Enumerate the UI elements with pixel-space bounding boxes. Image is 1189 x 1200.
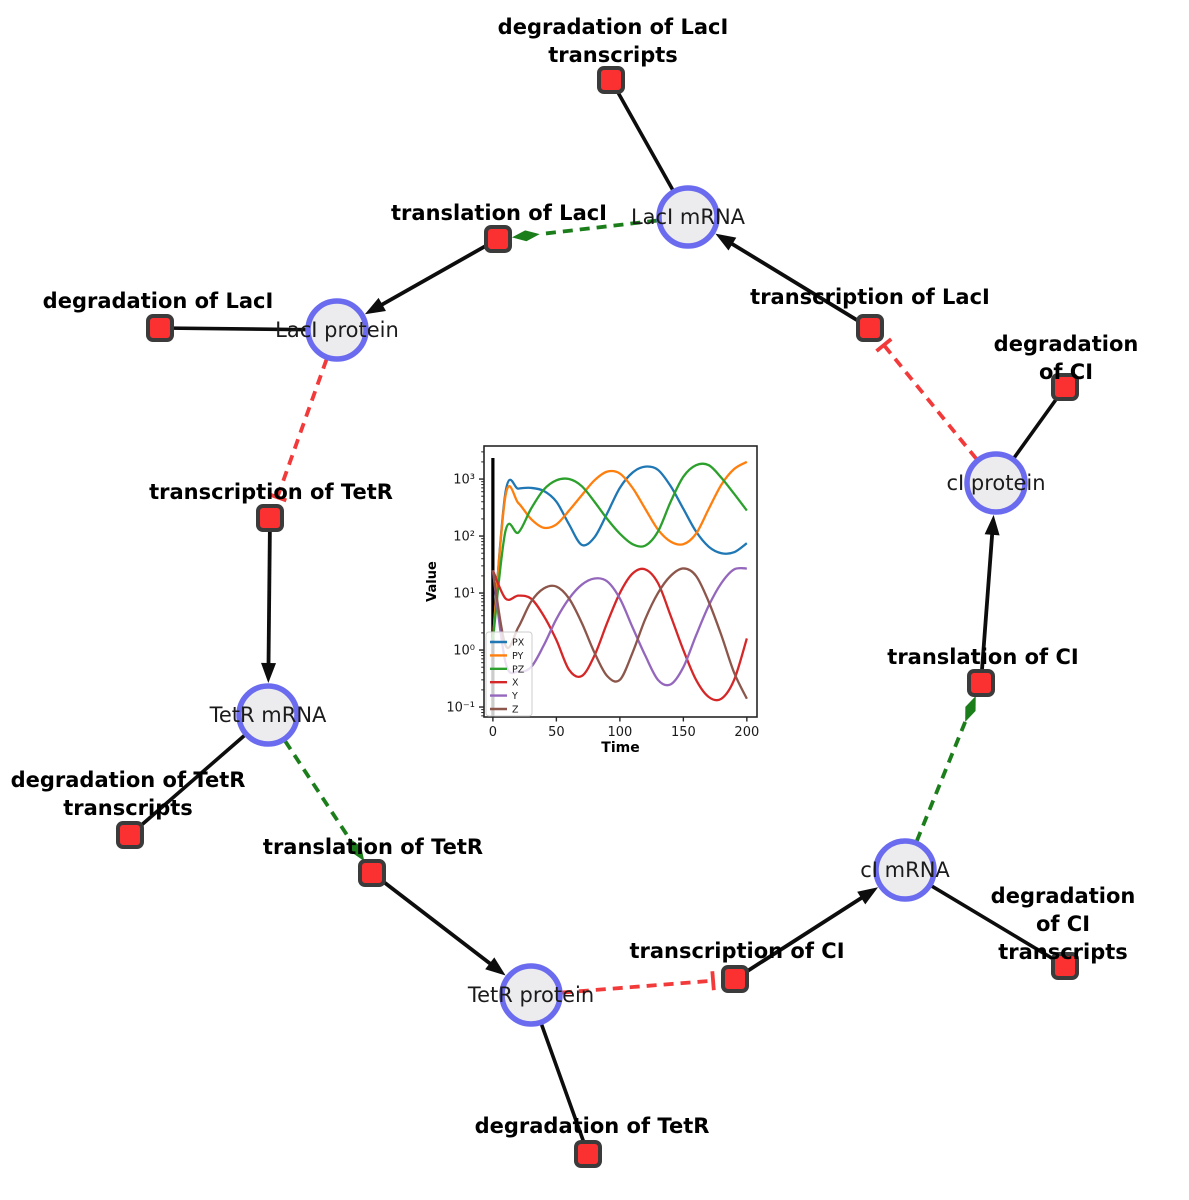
edge-laci-mrna-translation-laci-diamond-icon (511, 230, 540, 242)
process-node-translation-laci (484, 225, 512, 253)
process-label-deg-tetr: degradation of TetR (474, 1114, 710, 1138)
species-label-ci-mrna: cI mRNA (860, 858, 950, 882)
legend-label-Y: Y (511, 691, 518, 702)
species-node-ci-mrna (873, 838, 937, 902)
chart-series-PZ (491, 462, 748, 641)
edge-transcription-tetr-tetr-mrna (266, 530, 272, 669)
legend-label-X: X (512, 678, 519, 689)
x-tick-label: 0 (489, 725, 497, 740)
legend-label-PY: PY (512, 651, 524, 662)
x-axis-label: Time (601, 740, 639, 756)
edge-ci-mrna-translation-ci-diamond-icon (965, 695, 976, 722)
process-label-translation-laci: translation of LacI (391, 201, 607, 225)
edge-laci-mrna-translation-laci (539, 218, 658, 237)
species-node-laci-mrna (656, 185, 720, 249)
edge-laci-protein-transcription-tetr-tee-icon (267, 492, 287, 503)
edge-transcription-ci-ci-mrna-arrowhead-icon (857, 887, 879, 905)
species-label-laci-mrna: LacI mRNA (630, 205, 746, 229)
legend-label-Z: Z (512, 705, 519, 716)
chart-legend: PX PY PZ XYZ (485, 631, 533, 717)
edge-transcription-laci-laci-mrna (727, 239, 860, 323)
process-node-deg-tetr-transcripts (116, 821, 144, 849)
process-label-deg-ci: degradation of CI (993, 332, 1139, 384)
process-node-translation-tetr (358, 859, 386, 887)
edge-translation-laci-laci-protein (376, 243, 488, 309)
edge-ci-mrna-translation-ci (914, 721, 967, 842)
chart-series-PY (491, 460, 748, 641)
process-label-deg-ci-transcripts: degradation of CI transcripts (990, 884, 1136, 964)
process-label-translation-ci: translation of CI (887, 645, 1079, 669)
process-label-transcription-laci: transcription of LacI (750, 285, 990, 309)
process-node-deg-laci-transcripts (597, 66, 625, 94)
y-tick-label: 10³ (453, 473, 475, 488)
y-tick-label: 10² (453, 530, 475, 545)
y-tick-label: 10⁻¹ (446, 701, 475, 716)
edge-translation-ci-ci-protein-arrowhead-icon (984, 514, 1000, 536)
process-node-deg-laci (146, 314, 174, 342)
edge-transcription-laci-laci-mrna-arrowhead-icon (715, 233, 737, 251)
process-label-transcription-ci: transcription of CI (629, 939, 845, 963)
legend-label-PZ: PZ (512, 664, 525, 675)
edge-tetr-protein-transcription-ci-tee-icon (710, 971, 716, 991)
species-node-tetr-mrna (236, 683, 300, 747)
x-tick-label: 150 (671, 725, 696, 740)
edge-tetr-mrna-translation-tetr (283, 739, 351, 839)
species-node-ci-protein (964, 451, 1028, 515)
x-tick-label: 50 (548, 725, 565, 740)
process-node-transcription-ci (721, 965, 749, 993)
edge-translation-tetr-tetr-protein-arrowhead-icon (485, 957, 506, 976)
simulation-inset-chart: 0 50 100 150 20010⁻¹10⁰10¹10²10³TimeValuePXP… (425, 445, 759, 756)
process-label-transcription-tetr: transcription of TetR (149, 480, 393, 504)
process-node-deg-ci (1051, 373, 1079, 401)
species-label-tetr-mrna: TetR mRNA (209, 703, 327, 727)
edge-translation-tetr-tetr-protein (381, 879, 495, 968)
species-label-laci-protein: LacI protein (275, 318, 399, 342)
process-label-deg-laci-transcripts: degradation of LacI transcripts (497, 15, 729, 67)
edge-tetr-mrna-translation-tetr-diamond-icon (348, 837, 365, 862)
edge-tetr-protein-transcription-ci (561, 978, 714, 995)
edge-translation-laci-laci-protein-arrowhead-icon (364, 297, 386, 315)
y-axis-label: Value (425, 561, 440, 602)
edge-laci-protein-transcription-tetr (275, 358, 329, 498)
edge-ci-protein-transcription-laci-tee-icon (875, 337, 893, 353)
chart-series-PX (491, 465, 748, 641)
x-tick-label: 200 (734, 725, 759, 740)
process-node-translation-ci (967, 669, 995, 697)
process-node-deg-tetr (574, 1140, 602, 1168)
edge-ci-protein-transcription-laci (882, 343, 978, 461)
legend-box (485, 631, 533, 717)
y-tick-label: 10⁰ (453, 644, 475, 659)
process-label-deg-laci: degradation of LacI (42, 289, 274, 313)
process-node-deg-ci-transcripts (1051, 952, 1079, 980)
chart-series-X (491, 567, 748, 702)
species-label-tetr-protein: TetR protein (467, 983, 595, 1007)
edge-translation-ci-ci-protein (980, 529, 995, 671)
process-node-transcription-tetr (256, 504, 284, 532)
y-tick-label: 10¹ (453, 587, 475, 602)
species-node-laci-protein (305, 298, 369, 362)
process-node-transcription-laci (856, 314, 884, 342)
process-label-translation-tetr: translation of TetR (262, 835, 484, 859)
edge-transcription-tetr-tetr-mrna-arrowhead-icon (261, 662, 277, 684)
chart-series-Z (491, 567, 748, 700)
x-tick-label: 100 (607, 725, 632, 740)
edge-transcription-ci-ci-mrna (744, 893, 867, 974)
process-label-deg-tetr-transcripts: degradation of TetR transcripts (10, 768, 246, 820)
legend-label-PX: PX (512, 638, 525, 649)
species-node-tetr-protein (499, 963, 563, 1027)
species-label-ci-protein: cI protein (946, 471, 1046, 495)
